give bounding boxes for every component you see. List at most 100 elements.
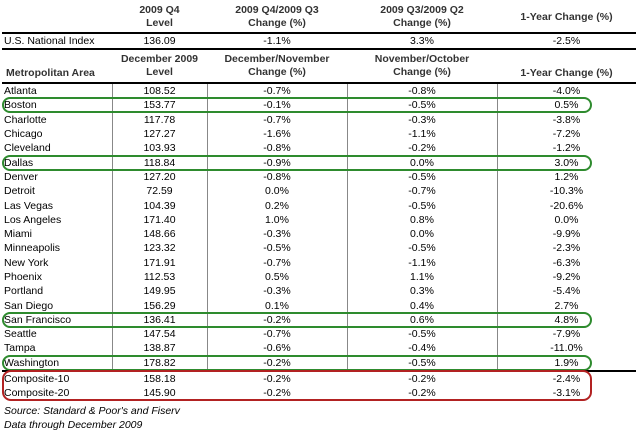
case-shiller-table: 2009 Q4 Level 2009 Q4/2009 Q3 Change (%)… [2,2,636,401]
composite-rows: Composite-10 158.18 -0.2% -0.2% -2.4% Composi… [2,369,636,401]
level-value: 104.39 [143,199,176,212]
nov-oct-change: -0.5% [408,328,436,341]
dec-nov-change: -0.2% [263,356,291,369]
header-text: Level [146,17,173,29]
dec-nov-change: 0.2% [265,199,289,212]
one-year-change: -2.4% [552,373,581,386]
one-year-change: -9.9% [552,228,581,241]
metro-name: Charlotte [4,113,47,126]
table-row: Denver 127.20 -0.8% -0.5% 1.2% [2,170,636,184]
header-q4q3: 2009 Q4/2009 Q3 Change (%) [207,2,347,32]
metro-name: Chicago [4,128,43,141]
table-row: San Diego 156.29 0.1% 0.4% 2.7% [2,298,636,312]
one-year-change: 1.9% [554,356,579,369]
header-text: 2009 Q4/2009 Q3 [235,4,319,16]
national-index-row: U.S. National Index 136.09 -1.1% 3.3% -2… [2,34,636,48]
level-value: 148.66 [143,228,176,241]
table-row: Boston 153.77 -0.1% -0.5% 0.5% [2,98,636,112]
one-year-change: -6.3% [552,256,581,269]
level-value: 153.77 [143,99,176,112]
header-text: 1-Year Change (%) [520,67,613,79]
metro-header-decnov: December/November Change (%) [207,50,347,82]
nov-oct-change: -0.2% [408,142,436,155]
dec-nov-change: 0.0% [265,185,289,198]
header-text: Change (%) [248,66,306,78]
metro-name: Tampa [4,342,36,355]
metro-header-level: December 2009 Level [112,50,207,82]
one-year-change: -10.3% [549,185,584,198]
header-q4-level: 2009 Q4 Level [112,2,207,32]
one-year-change: -4.0% [552,85,581,98]
nov-oct-change: -0.2% [408,387,436,400]
one-year-change: 0.0% [554,213,579,226]
dec-nov-change: -0.7% [263,85,291,98]
nov-oct-change: 0.0% [410,156,434,169]
nov-oct-change: 0.0% [410,228,434,241]
header-text: Level [146,66,173,78]
column-divider [347,84,348,370]
table-row: Cleveland 103.93 -0.8% -0.2% -1.2% [2,141,636,155]
column-divider [497,84,498,370]
nov-oct-change: 1.1% [410,271,434,283]
level-value: 103.93 [143,142,176,155]
level-value: 149.95 [143,285,176,298]
data-through-line: Data through December 2009 [4,419,143,431]
header-text: Change (%) [248,17,306,29]
one-year-change: -7.2% [552,128,581,141]
metro-name: Los Angeles [4,213,62,226]
column-divider [207,84,208,370]
metro-name: San Diego [4,299,54,312]
one-year-change: 2.7% [554,299,579,312]
level-value: 127.20 [143,170,176,183]
one-year-change: -9.2% [552,271,581,283]
table-row: Atlanta 108.52 -0.7% -0.8% -4.0% [2,84,636,98]
metro-name: Detroit [4,185,35,198]
dec-nov-change: 0.5% [265,271,289,283]
metro-name: San Francisco [4,313,72,326]
table-row: Minneapolis 123.32 -0.5% -0.5% -2.3% [2,241,636,255]
one-year-change: 0.5% [554,99,579,112]
nov-oct-change: -1.1% [408,128,436,141]
metro-name: Minneapolis [4,242,61,255]
table-row: Dallas 118.84 -0.9% 0.0% 3.0% [2,155,636,169]
level-value: 127.27 [143,128,176,141]
table-row: Detroit 72.59 0.0% -0.7% -10.3% [2,184,636,198]
table-row: Portland 149.95 -0.3% 0.3% -5.4% [2,284,636,298]
source-notes: Source: Standard & Poor's and Fiserv Dat… [4,404,180,432]
table-row: Miami 148.66 -0.3% 0.0% -9.9% [2,227,636,241]
one-year-change: -3.1% [552,387,581,400]
table-row: Phoenix 112.53 0.5% 1.1% -9.2% [2,270,636,284]
metro-name: Denver [4,170,38,183]
nov-oct-change: -0.4% [408,342,436,355]
table-row: Washington 178.82 -0.2% -0.5% 1.9% [2,356,636,370]
level-value: 171.91 [143,256,176,269]
metro-name: Portland [4,285,44,298]
dec-nov-change: -0.2% [263,373,291,386]
dec-nov-change: -1.6% [263,128,291,141]
one-year-change: 3.0% [554,156,579,169]
nov-oct-change: -0.5% [408,99,436,112]
one-year-change: -20.6% [549,199,584,212]
level-value: 138.87 [143,342,176,355]
metro-name: Boston [4,99,37,112]
dec-nov-change: -0.2% [263,313,291,326]
national-q4q3: -1.1% [263,35,291,47]
level-value: 112.53 [143,271,176,283]
dec-nov-change: -0.9% [263,156,291,169]
one-year-change: -5.4% [552,285,581,298]
table-row: San Francisco 136.41 -0.2% 0.6% 4.8% [2,313,636,327]
national-level: 136.09 [143,35,176,47]
dec-nov-change: -0.3% [263,228,291,241]
one-year-change: -2.3% [552,242,581,255]
metro-name: Dallas [4,156,34,169]
metro-name: New York [4,256,49,269]
table-row: New York 171.91 -0.7% -1.1% -6.3% [2,256,636,270]
header-text: Change (%) [393,66,451,78]
metro-name: Miami [4,228,32,241]
metro-header-novoct: November/October Change (%) [347,50,497,82]
level-value: 123.32 [143,242,176,255]
one-year-change: -3.8% [552,113,581,126]
header-text: December/November [224,53,330,65]
national-name: U.S. National Index [4,35,95,47]
nov-oct-change: -0.5% [408,356,436,369]
